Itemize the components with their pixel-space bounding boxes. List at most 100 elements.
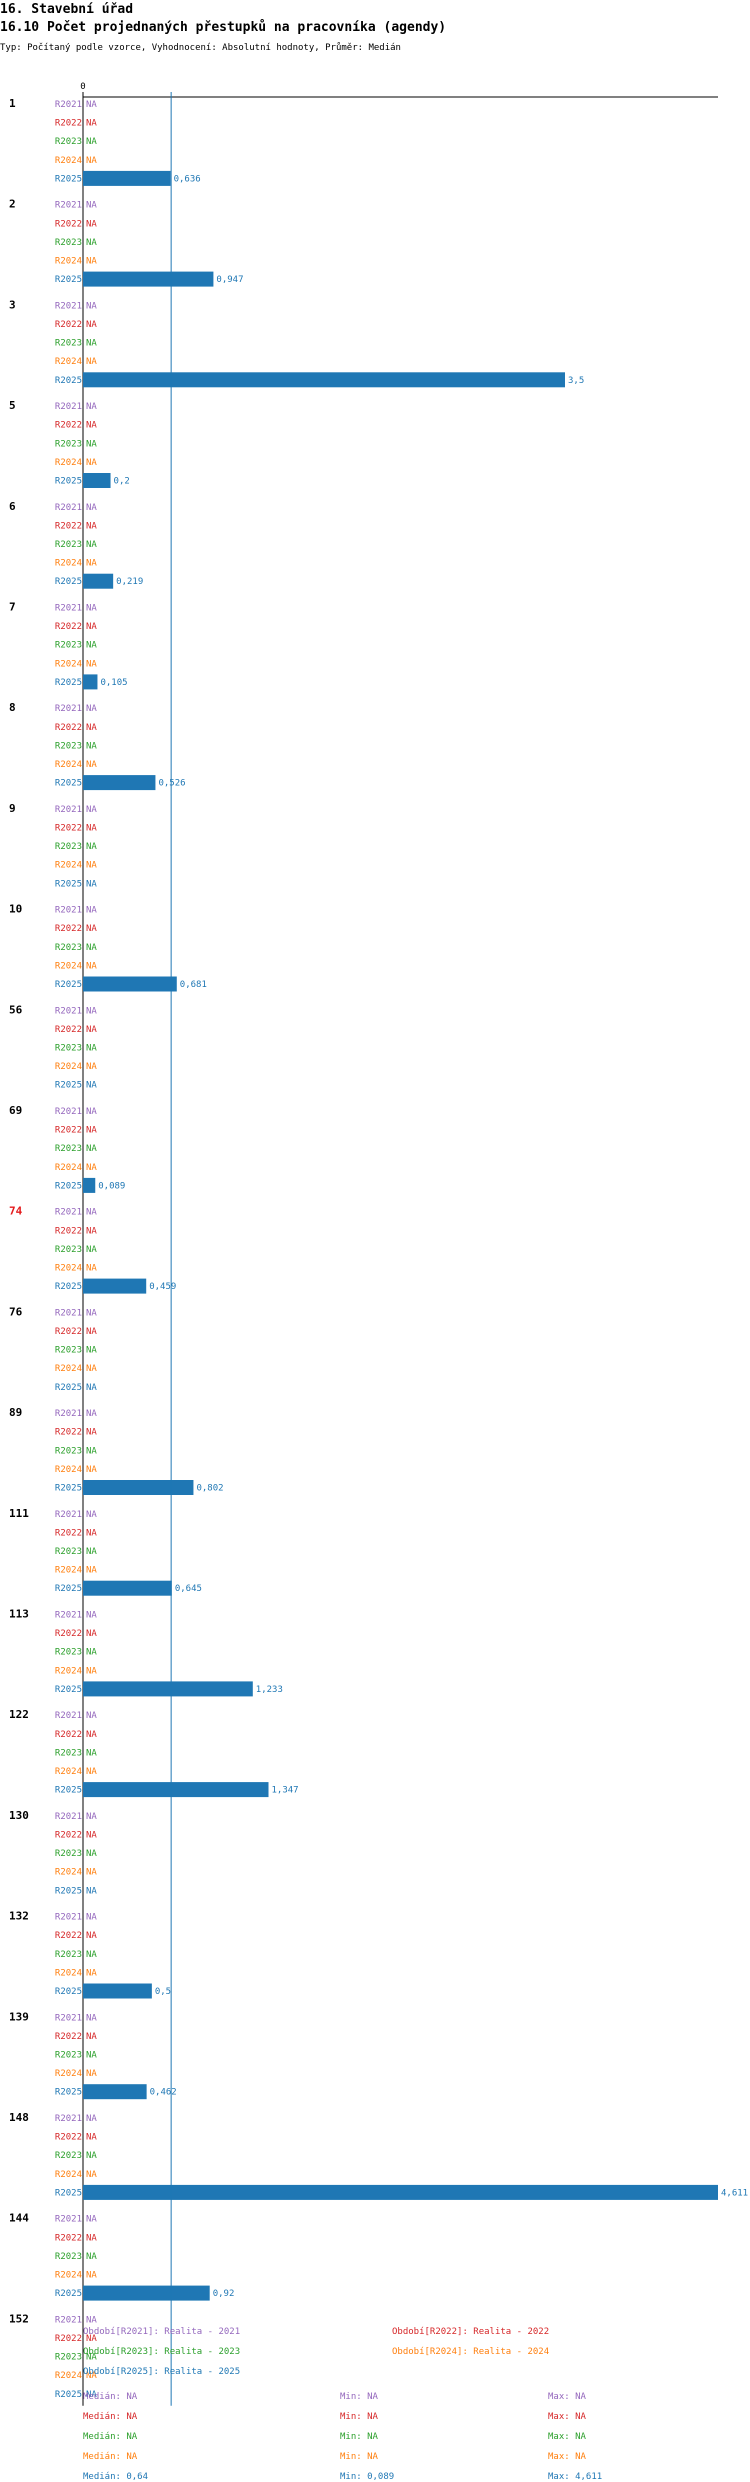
data-label: 0,681 <box>180 980 207 990</box>
series-label: R2023 <box>55 2151 82 2161</box>
series-label: R2022 <box>55 119 82 129</box>
na-label: NA <box>86 1510 97 1520</box>
series-label: R2023 <box>55 540 82 550</box>
page-title: 16. Stavební úřad <box>0 2 134 17</box>
series-label: R2023 <box>55 238 82 248</box>
bar <box>83 1177 96 1193</box>
na-label: NA <box>86 2353 97 2363</box>
na-label: NA <box>86 2233 97 2243</box>
category-label: 76 <box>9 1305 23 1318</box>
na-label: NA <box>86 257 97 267</box>
series-label: R2022 <box>55 1226 82 1236</box>
data-label: 0,5 <box>155 1987 171 1997</box>
na-label: NA <box>86 1044 97 1054</box>
na-label: NA <box>86 2334 97 2344</box>
x-tick-label: 0 <box>80 82 85 92</box>
na-label: NA <box>86 238 97 248</box>
na-label: NA <box>86 357 97 367</box>
series-label: R2025 <box>55 1383 82 1393</box>
na-label: NA <box>86 861 97 871</box>
series-label: R2025 <box>55 1987 82 1997</box>
series-label: R2025 <box>55 1786 82 1796</box>
series-label: R2021 <box>55 1006 82 1016</box>
na-label: NA <box>86 1163 97 1173</box>
series-label: R2023 <box>55 2051 82 2061</box>
series-label: R2024 <box>55 2371 82 2381</box>
na-label: NA <box>86 320 97 330</box>
category-label: 130 <box>9 1809 29 1822</box>
na-label: NA <box>86 741 97 751</box>
na-label: NA <box>86 1409 97 1419</box>
na-label: NA <box>86 1950 97 1960</box>
na-label: NA <box>86 2114 97 2124</box>
series-label: R2023 <box>55 1547 82 1557</box>
series-label: R2023 <box>55 2252 82 2262</box>
category-label: 111 <box>9 1507 29 1520</box>
series-label: R2022 <box>55 1528 82 1538</box>
category-label: 132 <box>9 1910 29 1923</box>
bar <box>83 2285 210 2301</box>
legend-max: Max: NA <box>548 2452 586 2462</box>
category-label: 5 <box>9 399 16 412</box>
series-label: R2021 <box>55 2114 82 2124</box>
series-label: R2024 <box>55 458 82 468</box>
series-label: R2023 <box>55 1446 82 1456</box>
bar <box>83 271 214 287</box>
bar <box>83 1782 269 1798</box>
na-label: NA <box>86 641 97 651</box>
bar <box>83 1278 147 1294</box>
na-label: NA <box>86 723 97 733</box>
series-label: R2022 <box>55 1327 82 1337</box>
series-label: R2022 <box>55 2032 82 2042</box>
category-label: 113 <box>9 1608 29 1621</box>
series-label: R2023 <box>55 1648 82 1658</box>
series-label: R2022 <box>55 1831 82 1841</box>
data-label: 0,459 <box>149 1282 176 1292</box>
series-label: R2025 <box>55 275 82 285</box>
na-label: NA <box>86 1931 97 1941</box>
bar <box>83 573 114 589</box>
legend-period: Období[R2023]: Realita - 2023 <box>83 2347 241 2357</box>
category-label: 148 <box>9 2111 29 2124</box>
series-label: R2021 <box>55 2315 82 2325</box>
data-label: 0,645 <box>175 1584 202 1594</box>
series-label: R2021 <box>55 503 82 513</box>
category-label: 152 <box>9 2312 29 2325</box>
series-label: R2024 <box>55 1767 82 1777</box>
series-label: R2022 <box>55 1025 82 1035</box>
series-label: R2021 <box>55 1208 82 1218</box>
series-label: R2023 <box>55 137 82 147</box>
na-label: NA <box>86 559 97 569</box>
series-label: R2021 <box>55 1409 82 1419</box>
category-label: 9 <box>9 802 16 815</box>
legend-max: Max: NA <box>548 2432 586 2442</box>
data-label: 0,105 <box>100 678 127 688</box>
series-label: R2022 <box>55 1629 82 1639</box>
na-label: NA <box>86 1245 97 1255</box>
na-label: NA <box>86 1666 97 1676</box>
series-label: R2025 <box>55 779 82 789</box>
bar <box>83 775 156 791</box>
na-label: NA <box>86 1547 97 1557</box>
series-label: R2023 <box>55 1144 82 1154</box>
series-label: R2022 <box>55 1730 82 1740</box>
na-label: NA <box>86 439 97 449</box>
na-label: NA <box>86 540 97 550</box>
series-label: R2021 <box>55 1711 82 1721</box>
series-label: R2021 <box>55 301 82 311</box>
series-label: R2022 <box>55 2133 82 2143</box>
na-label: NA <box>86 1025 97 1035</box>
na-label: NA <box>86 1062 97 1072</box>
na-label: NA <box>86 421 97 431</box>
na-label: NA <box>86 2032 97 2042</box>
na-label: NA <box>86 201 97 211</box>
category-label: 139 <box>9 2010 29 2023</box>
series-label: R2022 <box>55 723 82 733</box>
series-label: R2023 <box>55 1748 82 1758</box>
series-label: R2022 <box>55 320 82 330</box>
series-label: R2022 <box>55 2334 82 2344</box>
category-label: 7 <box>9 601 16 614</box>
bar <box>83 1983 152 1999</box>
series-label: R2023 <box>55 1346 82 1356</box>
na-label: NA <box>86 1465 97 1475</box>
